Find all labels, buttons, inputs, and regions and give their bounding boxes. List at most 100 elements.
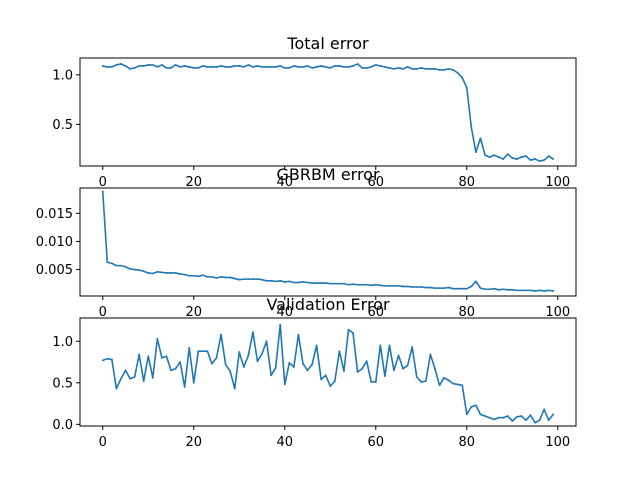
data-point	[402, 68, 404, 70]
data-point	[370, 381, 373, 383]
data-point	[170, 67, 172, 69]
data-point	[133, 376, 136, 378]
data-point	[365, 67, 368, 69]
y-tick-label: 0.0	[52, 418, 73, 433]
data-point	[274, 280, 277, 283]
data-point	[461, 384, 464, 387]
series-line	[101, 190, 555, 292]
data-point	[543, 290, 546, 292]
data-point	[183, 65, 186, 67]
data-point	[465, 287, 468, 290]
data-point	[256, 65, 259, 67]
data-point	[515, 415, 518, 418]
data-point	[306, 369, 309, 372]
data-point	[497, 416, 500, 419]
x-tick-label: 20	[185, 305, 202, 320]
data-point	[452, 382, 455, 385]
data-point	[265, 340, 268, 343]
data-point	[434, 367, 436, 370]
y-tick-label: 0.010	[36, 235, 73, 250]
plot-frame	[79, 57, 577, 167]
data-point	[347, 328, 350, 331]
data-point	[138, 65, 141, 67]
data-point	[333, 65, 336, 67]
data-point	[224, 66, 227, 68]
data-point	[124, 65, 127, 67]
data-point	[306, 281, 309, 284]
y-tick-label: 0.005	[36, 263, 73, 278]
subplot-gbrbm-error: 0 20 40 60 80 100 0.005 0.010 0.015 GBRBM error	[36, 165, 577, 320]
data-point	[443, 68, 445, 71]
data-point	[452, 287, 455, 290]
data-point	[242, 366, 245, 368]
data-point	[493, 287, 495, 290]
subplot-title: GBRBM error	[276, 165, 380, 184]
subplot-validation-error: 0 20 40 60 80 100 0.0 0.5 1.0 Validation Error	[52, 295, 577, 450]
data-point	[333, 282, 336, 285]
data-point	[270, 279, 273, 282]
data-point	[133, 67, 136, 69]
data-point	[347, 66, 350, 68]
data-point	[206, 66, 209, 68]
data-point	[201, 65, 204, 67]
data-point	[151, 64, 154, 66]
data-point	[215, 66, 218, 68]
data-point	[552, 290, 555, 292]
data-point	[424, 380, 427, 383]
data-point	[343, 370, 345, 373]
data-point	[447, 68, 450, 70]
data-point	[434, 287, 436, 290]
data-point	[147, 64, 150, 66]
data-point	[529, 289, 532, 292]
subplot-title: Total error	[286, 34, 369, 53]
data-point	[283, 383, 286, 386]
data-point	[161, 271, 163, 274]
data-point	[115, 387, 118, 390]
data-point	[374, 64, 377, 66]
data-point	[197, 350, 200, 353]
data-point	[406, 364, 409, 367]
data-point	[274, 66, 277, 68]
data-point	[106, 66, 109, 68]
data-point	[192, 67, 195, 69]
data-point	[520, 415, 523, 417]
data-point	[515, 158, 518, 160]
data-point	[297, 66, 300, 68]
data-point	[506, 415, 509, 417]
data-point	[224, 363, 227, 366]
data-point	[320, 378, 323, 381]
data-point	[488, 156, 491, 158]
data-point	[156, 66, 159, 68]
data-point	[424, 68, 427, 70]
data-point	[365, 283, 368, 286]
data-point	[224, 276, 227, 279]
data-point	[502, 416, 505, 419]
data-point	[520, 289, 523, 292]
data-point	[247, 64, 250, 66]
data-point	[101, 190, 104, 193]
data-point	[474, 151, 477, 154]
data-point	[543, 408, 546, 411]
x-tick-label: 60	[368, 305, 385, 320]
data-point	[252, 278, 254, 281]
data-point	[242, 66, 245, 68]
x-tick-label: 80	[459, 435, 476, 450]
data-point	[165, 355, 168, 358]
data-point	[247, 278, 250, 281]
data-point	[502, 288, 505, 291]
data-point	[525, 155, 527, 157]
x-tick-label: 0	[99, 435, 107, 450]
y-tick-label: 1.0	[52, 335, 73, 350]
data-point	[397, 284, 400, 287]
data-point	[179, 361, 182, 363]
data-point	[338, 282, 341, 285]
data-point	[261, 352, 263, 355]
data-point	[497, 156, 500, 158]
data-point	[315, 282, 318, 284]
data-point	[525, 419, 527, 422]
data-point	[315, 66, 318, 68]
plot-frame	[79, 317, 577, 427]
data-point	[247, 354, 250, 357]
data-point	[429, 286, 432, 289]
data-point	[165, 67, 168, 69]
